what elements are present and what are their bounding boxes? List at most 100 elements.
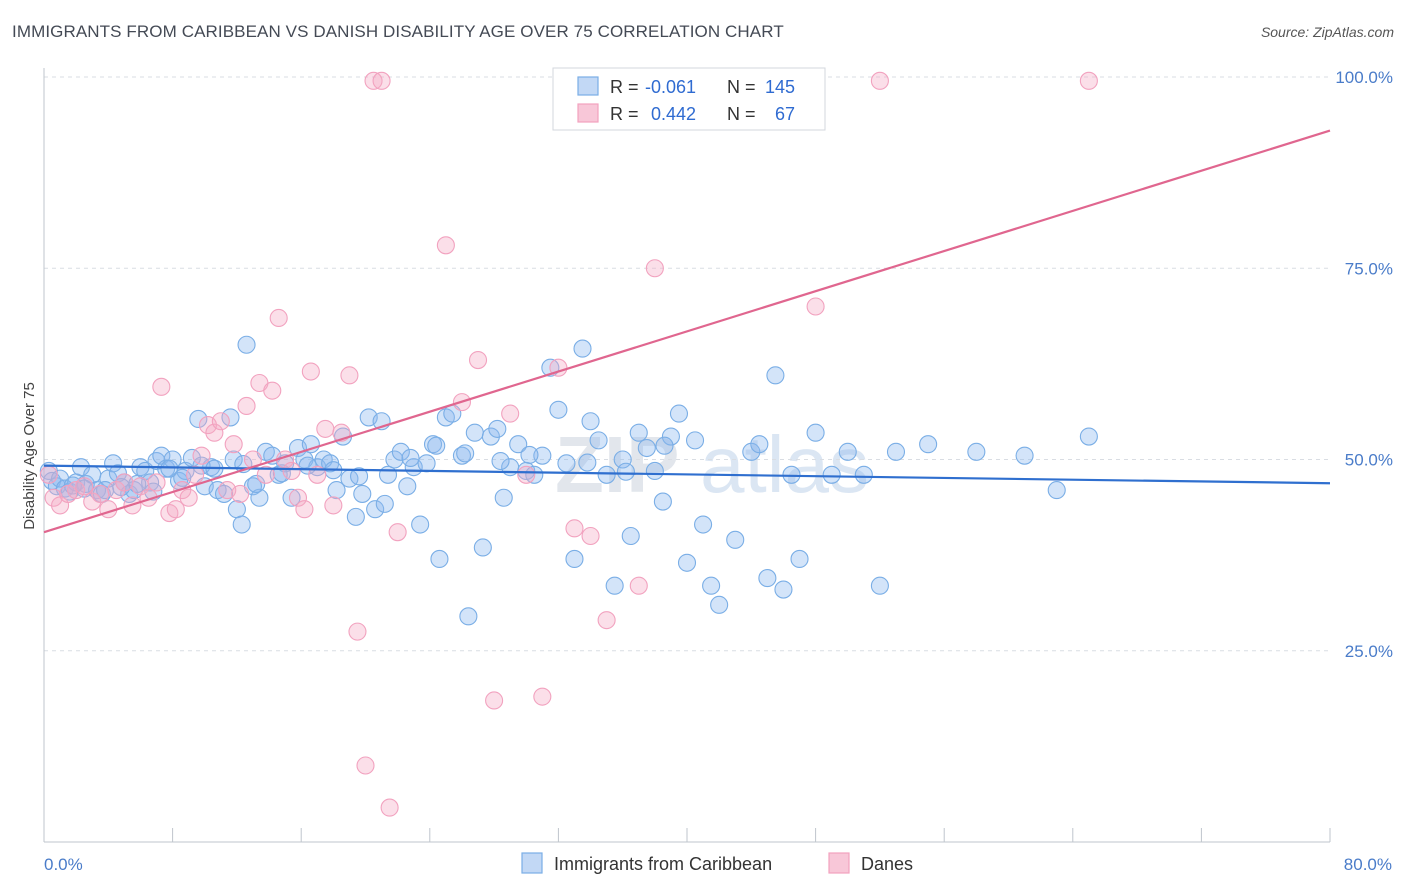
y-tick-label: 25.0% <box>1345 642 1393 661</box>
caribbean-point <box>886 442 906 461</box>
legend-n-label-2: N = <box>727 104 756 124</box>
danes-point <box>44 488 63 507</box>
caribbean-point <box>533 446 552 465</box>
caribbean-point <box>481 427 500 446</box>
danes-point <box>533 687 552 706</box>
caribbean-point <box>669 404 689 423</box>
caribbean-point <box>423 435 443 454</box>
danes-point <box>501 404 520 423</box>
danes-point <box>436 236 455 255</box>
danes-trend-line <box>43 129 1331 534</box>
caribbean-point <box>758 569 777 588</box>
danes-point <box>372 71 391 90</box>
caribbean-point <box>488 419 507 438</box>
danes-point <box>645 259 664 278</box>
caribbean-point <box>655 436 674 455</box>
danes-point <box>256 465 275 484</box>
caribbean-point <box>366 500 385 519</box>
danes-point <box>1079 71 1098 90</box>
legend-r-label-1: R = <box>610 77 639 97</box>
caribbean-point <box>702 576 721 595</box>
caribbean-point <box>509 435 528 454</box>
legend-r-label-2: R = <box>610 104 639 124</box>
danes-point <box>340 366 359 385</box>
danes-point <box>581 526 600 546</box>
danes-point <box>237 396 256 416</box>
chart-title: IMMIGRANTS FROM CARIBBEAN VS DANISH DISA… <box>12 22 784 41</box>
danes-point <box>263 381 282 400</box>
watermark-atlas: atlas <box>700 420 869 509</box>
danes-point <box>485 691 504 710</box>
caribbean-point <box>597 465 616 484</box>
caribbean-point <box>327 481 346 500</box>
y-tick-label: 100.0% <box>1335 68 1393 87</box>
caribbean-point <box>160 459 179 478</box>
y-tick-label: 75.0% <box>1345 259 1393 278</box>
danes-point <box>91 484 110 503</box>
caribbean-point <box>589 431 608 450</box>
caribbean-point <box>581 412 600 431</box>
danes-point <box>295 500 314 519</box>
caribbean-point <box>350 467 369 486</box>
danes-point <box>288 488 308 507</box>
caribbean-point <box>1015 446 1034 465</box>
caribbean-point <box>549 400 568 419</box>
caribbean-point <box>685 431 705 450</box>
legend-swatch-pink <box>577 103 599 123</box>
danes-point <box>282 461 301 481</box>
danes-point <box>147 473 166 492</box>
legend-caribbean-label: Immigrants from Caribbean <box>554 854 772 874</box>
danes-point <box>324 496 343 515</box>
caribbean-point <box>494 488 513 507</box>
caribbean-point <box>1079 427 1098 446</box>
caribbean-point <box>473 538 492 557</box>
source-label: Source: ZipAtlas.com <box>1260 24 1394 40</box>
caribbean-point <box>677 553 697 572</box>
caribbean-point <box>806 423 825 442</box>
caribbean-point <box>557 454 576 473</box>
x-ticks <box>43 828 1331 842</box>
x-tick-label-min: 0.0% <box>44 855 83 874</box>
caribbean-point <box>237 335 256 354</box>
danes-point <box>179 488 198 507</box>
caribbean-point <box>605 576 624 595</box>
danes-point <box>166 500 185 519</box>
danes-point <box>356 756 375 775</box>
danes-point <box>205 423 224 442</box>
caribbean-point <box>189 409 208 429</box>
danes-point <box>301 362 320 381</box>
danes-point <box>231 484 250 503</box>
danes-point <box>192 446 211 465</box>
caribbean-point <box>838 442 857 461</box>
caribbean-point <box>565 549 584 569</box>
x-tick-label-max: 80.0% <box>1344 855 1392 874</box>
caribbean-trend-line <box>43 464 1331 485</box>
legend-danes-swatch <box>828 852 850 874</box>
danes-point <box>39 465 58 484</box>
caribbean-point <box>822 465 841 484</box>
danes-point <box>308 465 327 484</box>
caribbean-point <box>491 451 510 471</box>
caribbean-point <box>378 465 398 484</box>
danes-point <box>517 465 536 484</box>
legend-danes-label: Danes <box>861 854 913 874</box>
caribbean-point <box>430 549 449 569</box>
caribbean-point <box>398 477 417 496</box>
caribbean-point <box>766 366 785 385</box>
caribbean-point <box>353 484 372 503</box>
danes-point <box>152 377 171 396</box>
danes-point <box>211 412 230 431</box>
caribbean-point <box>465 423 484 442</box>
caribbean-point <box>250 488 269 507</box>
legend-r-value-2: 0.442 <box>651 104 696 124</box>
caribbean-point <box>616 462 635 481</box>
danes-point <box>468 350 488 370</box>
danes-point <box>870 71 889 90</box>
y-tick-label: 50.0% <box>1345 451 1393 470</box>
caribbean-point <box>385 450 404 469</box>
caribbean-point <box>417 454 436 473</box>
caribbean-point <box>637 438 656 458</box>
caribbean-point <box>427 436 446 455</box>
caribbean-point <box>227 500 246 519</box>
